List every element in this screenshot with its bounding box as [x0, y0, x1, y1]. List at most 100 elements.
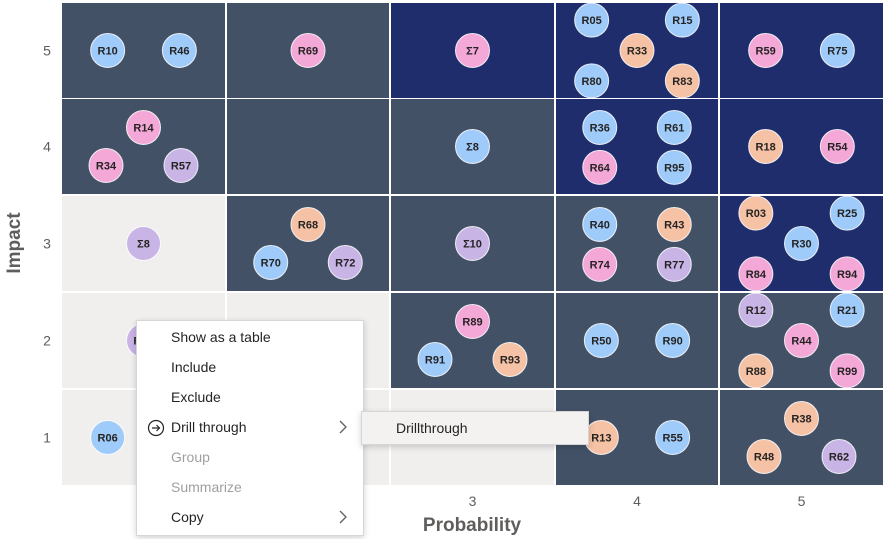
menu-item-include[interactable]: Include — [137, 352, 363, 382]
risk-marker-dot — [738, 353, 774, 389]
risk-marker[interactable]: R83 — [664, 63, 700, 99]
matrix-cell-p1-i5[interactable] — [62, 3, 225, 98]
risk-marker-dot — [126, 110, 161, 145]
risk-marker-dot — [829, 292, 865, 328]
matrix-cell-p4-i4[interactable] — [556, 99, 718, 194]
risk-marker[interactable]: R36 — [582, 110, 618, 145]
risk-marker[interactable]: R21 — [829, 292, 865, 328]
risk-marker[interactable]: R10 — [90, 33, 126, 68]
risk-marker[interactable]: R13 — [583, 420, 619, 455]
risk-marker-dot — [455, 129, 490, 164]
risk-marker[interactable]: R68 — [290, 207, 326, 242]
risk-marker[interactable]: Σ8 — [126, 226, 161, 261]
risk-marker[interactable]: R15 — [664, 2, 700, 38]
risk-marker[interactable]: R62 — [821, 439, 857, 474]
risk-marker[interactable]: R30 — [784, 226, 819, 261]
risk-marker[interactable]: R38 — [784, 401, 819, 436]
risk-marker-label: R43 — [664, 220, 684, 232]
risk-marker[interactable]: R50 — [583, 323, 619, 358]
risk-marker[interactable]: Σ7 — [455, 33, 490, 68]
risk-marker[interactable]: R05 — [574, 2, 610, 38]
risk-marker[interactable]: R94 — [829, 256, 865, 292]
y-tick-label: 2 — [43, 333, 51, 349]
risk-marker[interactable]: R03 — [738, 195, 774, 231]
risk-marker[interactable]: R70 — [253, 245, 289, 280]
risk-marker[interactable]: R14 — [126, 110, 161, 145]
matrix-cell-p2-i4[interactable] — [227, 99, 389, 194]
risk-marker-dot — [821, 439, 857, 474]
menu-item-drill-through[interactable]: Drill through — [137, 412, 363, 442]
risk-marker[interactable]: R40 — [582, 207, 618, 242]
risk-marker[interactable]: R80 — [574, 63, 610, 99]
y-tick-label: 4 — [43, 139, 51, 155]
risk-marker-dot — [88, 148, 124, 183]
risk-marker[interactable]: R74 — [582, 246, 618, 282]
risk-marker-label: R93 — [500, 355, 520, 367]
risk-marker[interactable]: R90 — [655, 323, 691, 358]
risk-marker-label: R77 — [664, 259, 684, 271]
risk-marker[interactable]: R25 — [829, 195, 865, 231]
risk-marker-dot — [417, 342, 453, 377]
circle-arrow-right-icon — [147, 419, 165, 437]
risk-marker-dot — [455, 304, 490, 339]
risk-marker-label: R62 — [829, 452, 849, 464]
risk-marker[interactable]: R34 — [88, 148, 124, 183]
risk-marker[interactable]: R55 — [655, 420, 691, 455]
risk-marker-label: R33 — [627, 46, 647, 58]
risk-marker[interactable]: R46 — [161, 33, 197, 68]
risk-marker-label: R99 — [837, 366, 857, 378]
risk-marker[interactable]: R33 — [619, 33, 655, 68]
risk-marker[interactable]: R48 — [746, 439, 782, 474]
risk-marker-dot — [656, 149, 692, 185]
risk-marker[interactable]: R75 — [819, 33, 855, 68]
risk-marker[interactable]: R44 — [784, 323, 819, 358]
menu-item-show-as-table[interactable]: Show as a table — [137, 322, 363, 352]
risk-marker-dot — [492, 342, 528, 377]
risk-marker[interactable]: R95 — [656, 149, 692, 185]
risk-marker-dot — [748, 33, 784, 68]
x-axis-label: Probability — [423, 515, 522, 536]
risk-marker[interactable]: R57 — [163, 148, 199, 183]
risk-marker-dot — [784, 323, 819, 358]
risk-marker[interactable]: R91 — [417, 342, 453, 377]
risk-marker[interactable]: R12 — [738, 292, 774, 328]
risk-marker-dot — [784, 401, 819, 436]
matrix-cell-p5-i5[interactable] — [720, 3, 883, 98]
risk-marker-label: R57 — [171, 161, 191, 173]
menu-item-copy[interactable]: Copy — [137, 502, 363, 532]
risk-marker[interactable]: R59 — [748, 33, 784, 68]
context-menu: Show as a table Include Exclude Drill th… — [136, 320, 364, 536]
risk-marker-label: R70 — [261, 258, 281, 270]
risk-marker-label: R30 — [791, 239, 811, 251]
matrix-cell-p5-i4[interactable] — [720, 99, 883, 194]
risk-marker[interactable]: R93 — [492, 342, 528, 377]
risk-marker[interactable]: R64 — [582, 149, 618, 185]
risk-marker[interactable]: R43 — [656, 207, 692, 242]
risk-marker[interactable]: R69 — [290, 33, 326, 68]
risk-marker[interactable]: R61 — [656, 110, 692, 145]
risk-marker-dot — [738, 292, 774, 328]
risk-marker[interactable]: Σ8 — [455, 129, 490, 164]
x-tick-label: 4 — [633, 493, 641, 509]
menu-item-group: Group — [137, 442, 363, 472]
risk-marker-dot — [582, 246, 618, 282]
risk-marker[interactable]: R84 — [738, 256, 774, 292]
risk-marker[interactable]: R77 — [656, 246, 692, 282]
risk-marker[interactable]: Σ10 — [455, 226, 490, 261]
risk-marker[interactable]: R88 — [738, 353, 774, 389]
risk-marker[interactable]: R72 — [327, 245, 363, 280]
submenu-item-drillthrough[interactable]: Drillthrough — [362, 412, 588, 444]
risk-marker-dot — [327, 245, 363, 280]
risk-marker[interactable]: R99 — [829, 353, 865, 389]
menu-item-exclude[interactable]: Exclude — [137, 382, 363, 412]
risk-marker[interactable]: R06 — [90, 420, 126, 455]
risk-marker-label: R90 — [663, 336, 683, 348]
risk-marker[interactable]: R54 — [819, 129, 855, 164]
risk-marker[interactable]: R89 — [455, 304, 490, 339]
risk-marker[interactable]: R18 — [748, 129, 784, 164]
risk-marker-dot — [829, 195, 865, 231]
y-tick-label: 5 — [43, 43, 51, 59]
matrix-cell-p4-i2[interactable] — [556, 293, 718, 388]
matrix-cell-p4-i3[interactable] — [556, 196, 718, 291]
